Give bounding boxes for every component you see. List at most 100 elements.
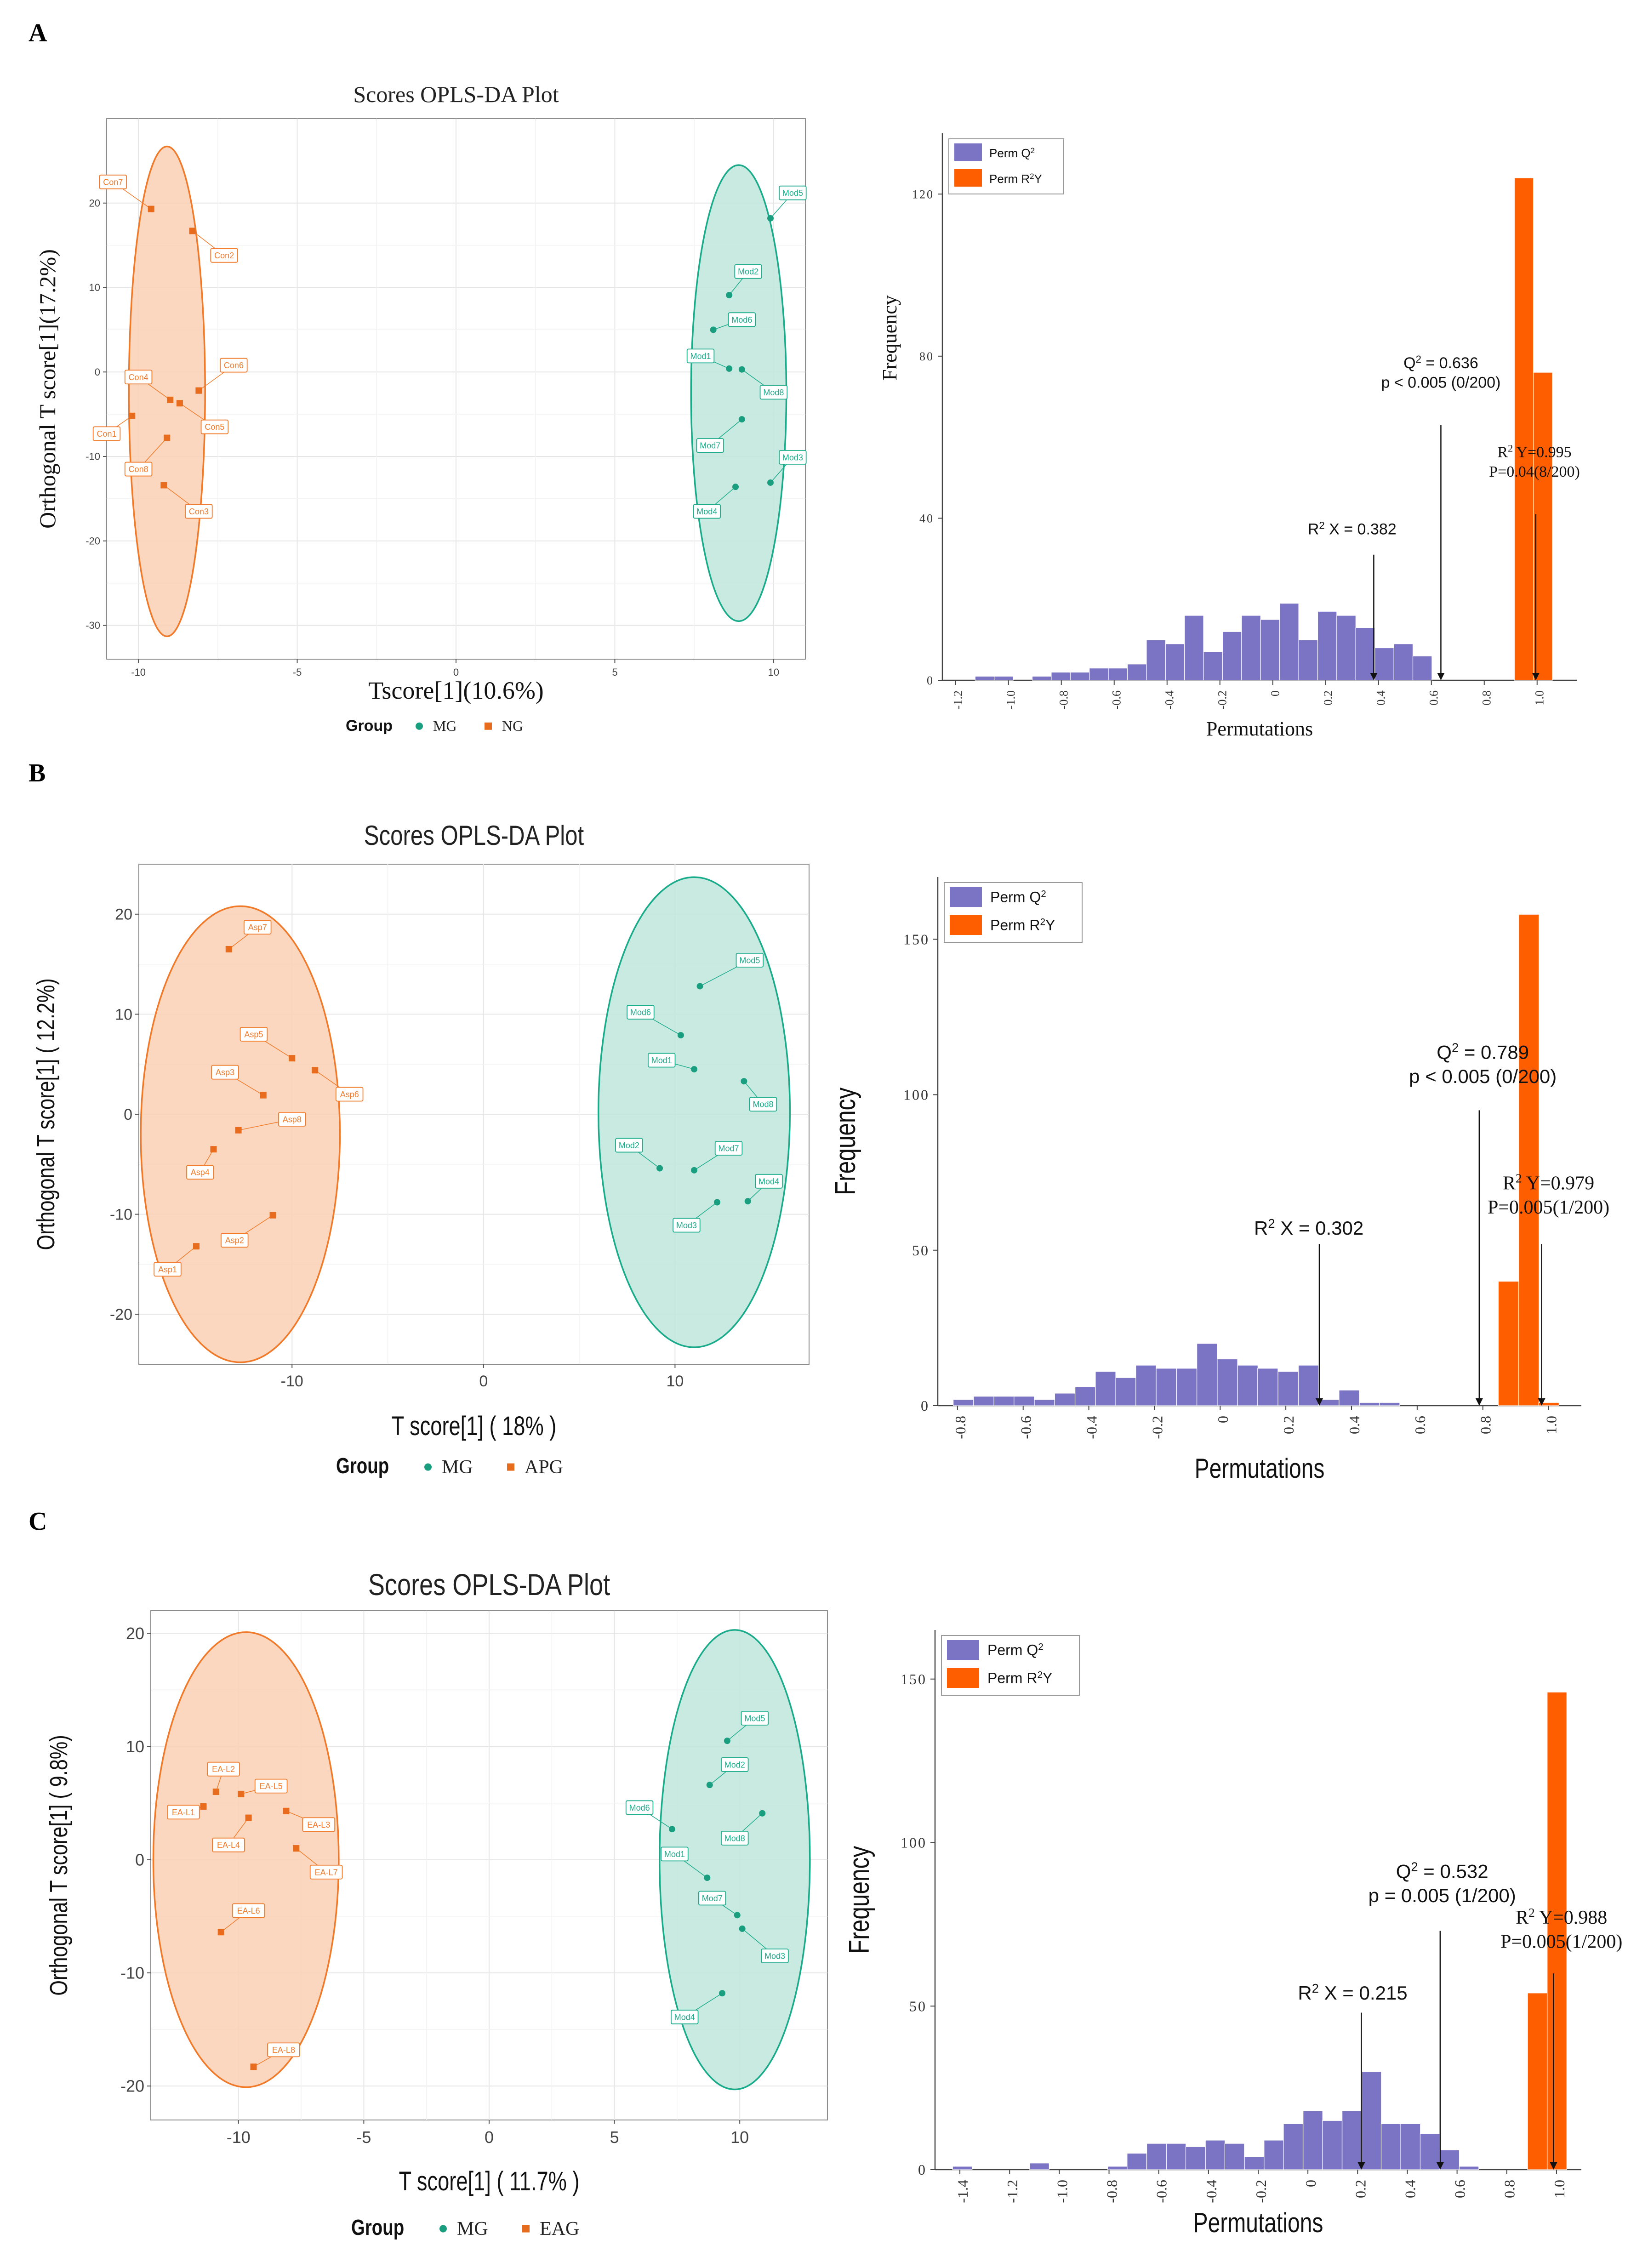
point-label: Con2 <box>214 251 234 260</box>
text-run: = 0.636 <box>1421 354 1478 372</box>
score-point <box>245 1814 252 1821</box>
annotation-text: p < 0.005 (0/200) <box>1409 1066 1557 1087</box>
x-tick-label: 0 <box>1215 1416 1231 1423</box>
superscript-2: 2 <box>1031 146 1035 155</box>
point-label-box <box>200 419 229 434</box>
score-point <box>225 946 232 952</box>
point-label-box <box>761 1949 789 1963</box>
point-label-box <box>615 1138 643 1153</box>
point-label: Asp1 <box>158 1265 177 1274</box>
text-run: p < 0.005 (0/200) <box>1381 374 1500 391</box>
annotation-text: Q2 = 0.789 <box>1437 1040 1529 1063</box>
x-tick-label: -0.6 <box>1018 1416 1034 1439</box>
superscript-2: 2 <box>1508 442 1513 454</box>
x-tick-label: -1.2 <box>952 690 965 709</box>
point-label-box <box>625 1800 654 1815</box>
score-point <box>767 479 774 486</box>
score-point <box>148 205 154 212</box>
text-run: X = 0.302 <box>1275 1217 1364 1239</box>
y-tick-label: -10 <box>120 1964 144 1983</box>
plot-legend: Group MG APG <box>336 1454 563 1478</box>
y-axis-label: Frequency <box>878 295 901 381</box>
text-run: R <box>1497 444 1508 461</box>
series-perm-q2 <box>952 2071 1479 2170</box>
point-label-box <box>698 1891 726 1906</box>
legend-entry: Perm R2Y <box>987 1670 1052 1687</box>
text-run: = 0.789 <box>1459 1042 1529 1063</box>
point-label-box <box>741 1711 769 1726</box>
score-point <box>738 416 745 423</box>
panel-letter-c: C <box>29 1507 47 1536</box>
point-label-box <box>212 1837 245 1852</box>
legend-entry: Perm R2Y <box>989 172 1042 186</box>
score-point <box>744 1198 751 1205</box>
superscript-2: 2 <box>1041 889 1046 899</box>
point-label: EA-L2 <box>212 1765 235 1774</box>
confidence-ellipse-ng <box>128 145 206 638</box>
point-label-box <box>749 1097 777 1112</box>
point-label: Mod6 <box>731 315 752 325</box>
point-label: Mod2 <box>724 1760 745 1769</box>
point-label: Mod3 <box>782 453 803 462</box>
x-tick-label: -10 <box>227 2128 251 2147</box>
score-point <box>714 1199 721 1206</box>
x-tick-label: 5 <box>612 667 617 678</box>
histogram-bar <box>975 676 995 681</box>
histogram-bar <box>1205 2140 1226 2170</box>
point-label: Mod1 <box>651 1056 672 1065</box>
text-run: Y <box>1045 917 1055 934</box>
point-label: Asp4 <box>191 1168 210 1177</box>
x-tick-label: 0.4 <box>1402 2180 1418 2198</box>
histogram-bar <box>1547 1692 1567 2170</box>
point-label: Mod8 <box>753 1100 774 1109</box>
text-run: Y=0.979 <box>1522 1173 1594 1194</box>
superscript-2: 2 <box>1037 1670 1043 1680</box>
scores-plot-1: Scores OPLS-DA Plot Asp7 Asp5 Asp6 Asp3 Asp8 A… <box>33 820 810 1478</box>
text-run: Perm Q <box>989 146 1031 160</box>
text-run: Perm Q <box>987 1642 1038 1658</box>
x-tick-label: -1.0 <box>1054 2180 1070 2203</box>
histogram-bar <box>1184 615 1204 681</box>
score-point <box>176 400 183 407</box>
point-label: Con3 <box>189 507 209 516</box>
y-tick-label: 20 <box>126 1624 144 1643</box>
point-label-box <box>627 1005 655 1020</box>
point-label: Mod6 <box>629 1803 650 1812</box>
score-point <box>706 1782 713 1789</box>
histogram-bar <box>1459 2166 1479 2170</box>
point-label: Mod2 <box>738 267 758 276</box>
annotation-text: P=0.005(1/200) <box>1488 1197 1609 1218</box>
series-perm-r2y <box>1498 914 1559 1406</box>
legend-title: Group <box>336 1454 389 1478</box>
point-label-box <box>671 2010 699 2024</box>
annotation-text: p = 0.005 (1/200) <box>1369 1885 1516 1906</box>
point-label-box <box>221 1233 249 1248</box>
annotation-text: R2 X = 0.302 <box>1254 1216 1363 1239</box>
point-label-box <box>779 450 807 465</box>
x-tick-label: 0.2 <box>1322 690 1335 706</box>
plot-title: Scores OPLS-DA Plot <box>364 820 584 851</box>
legend-swatch-q2 <box>954 143 982 161</box>
point-label: Mod7 <box>719 1144 739 1153</box>
annotation-text: R2 X = 0.382 <box>1308 519 1397 538</box>
score-point <box>668 1826 675 1833</box>
annotation-text: R2 X = 0.215 <box>1298 1981 1407 2004</box>
histogram-bar <box>1339 1390 1360 1406</box>
score-point <box>691 1066 698 1073</box>
point-label: Mod5 <box>739 956 760 965</box>
x-tick-label: 0.2 <box>1280 1416 1297 1434</box>
score-point <box>269 1212 276 1219</box>
x-tick-label: -0.4 <box>1203 2180 1220 2203</box>
score-point <box>696 983 703 990</box>
text-run: P=0.04(8/200) <box>1489 463 1580 480</box>
legend-entry: MG <box>433 718 457 734</box>
y-tick-label: -30 <box>86 620 100 631</box>
histogram-bar <box>1034 1399 1055 1406</box>
x-tick-label: 0.6 <box>1452 2180 1468 2198</box>
legend-swatch-q2 <box>950 887 982 907</box>
histogram-bar <box>1197 1343 1218 1406</box>
text-run: = 0.532 <box>1418 1860 1488 1882</box>
point-label-box <box>244 920 272 935</box>
text-run: Q <box>1403 354 1415 372</box>
